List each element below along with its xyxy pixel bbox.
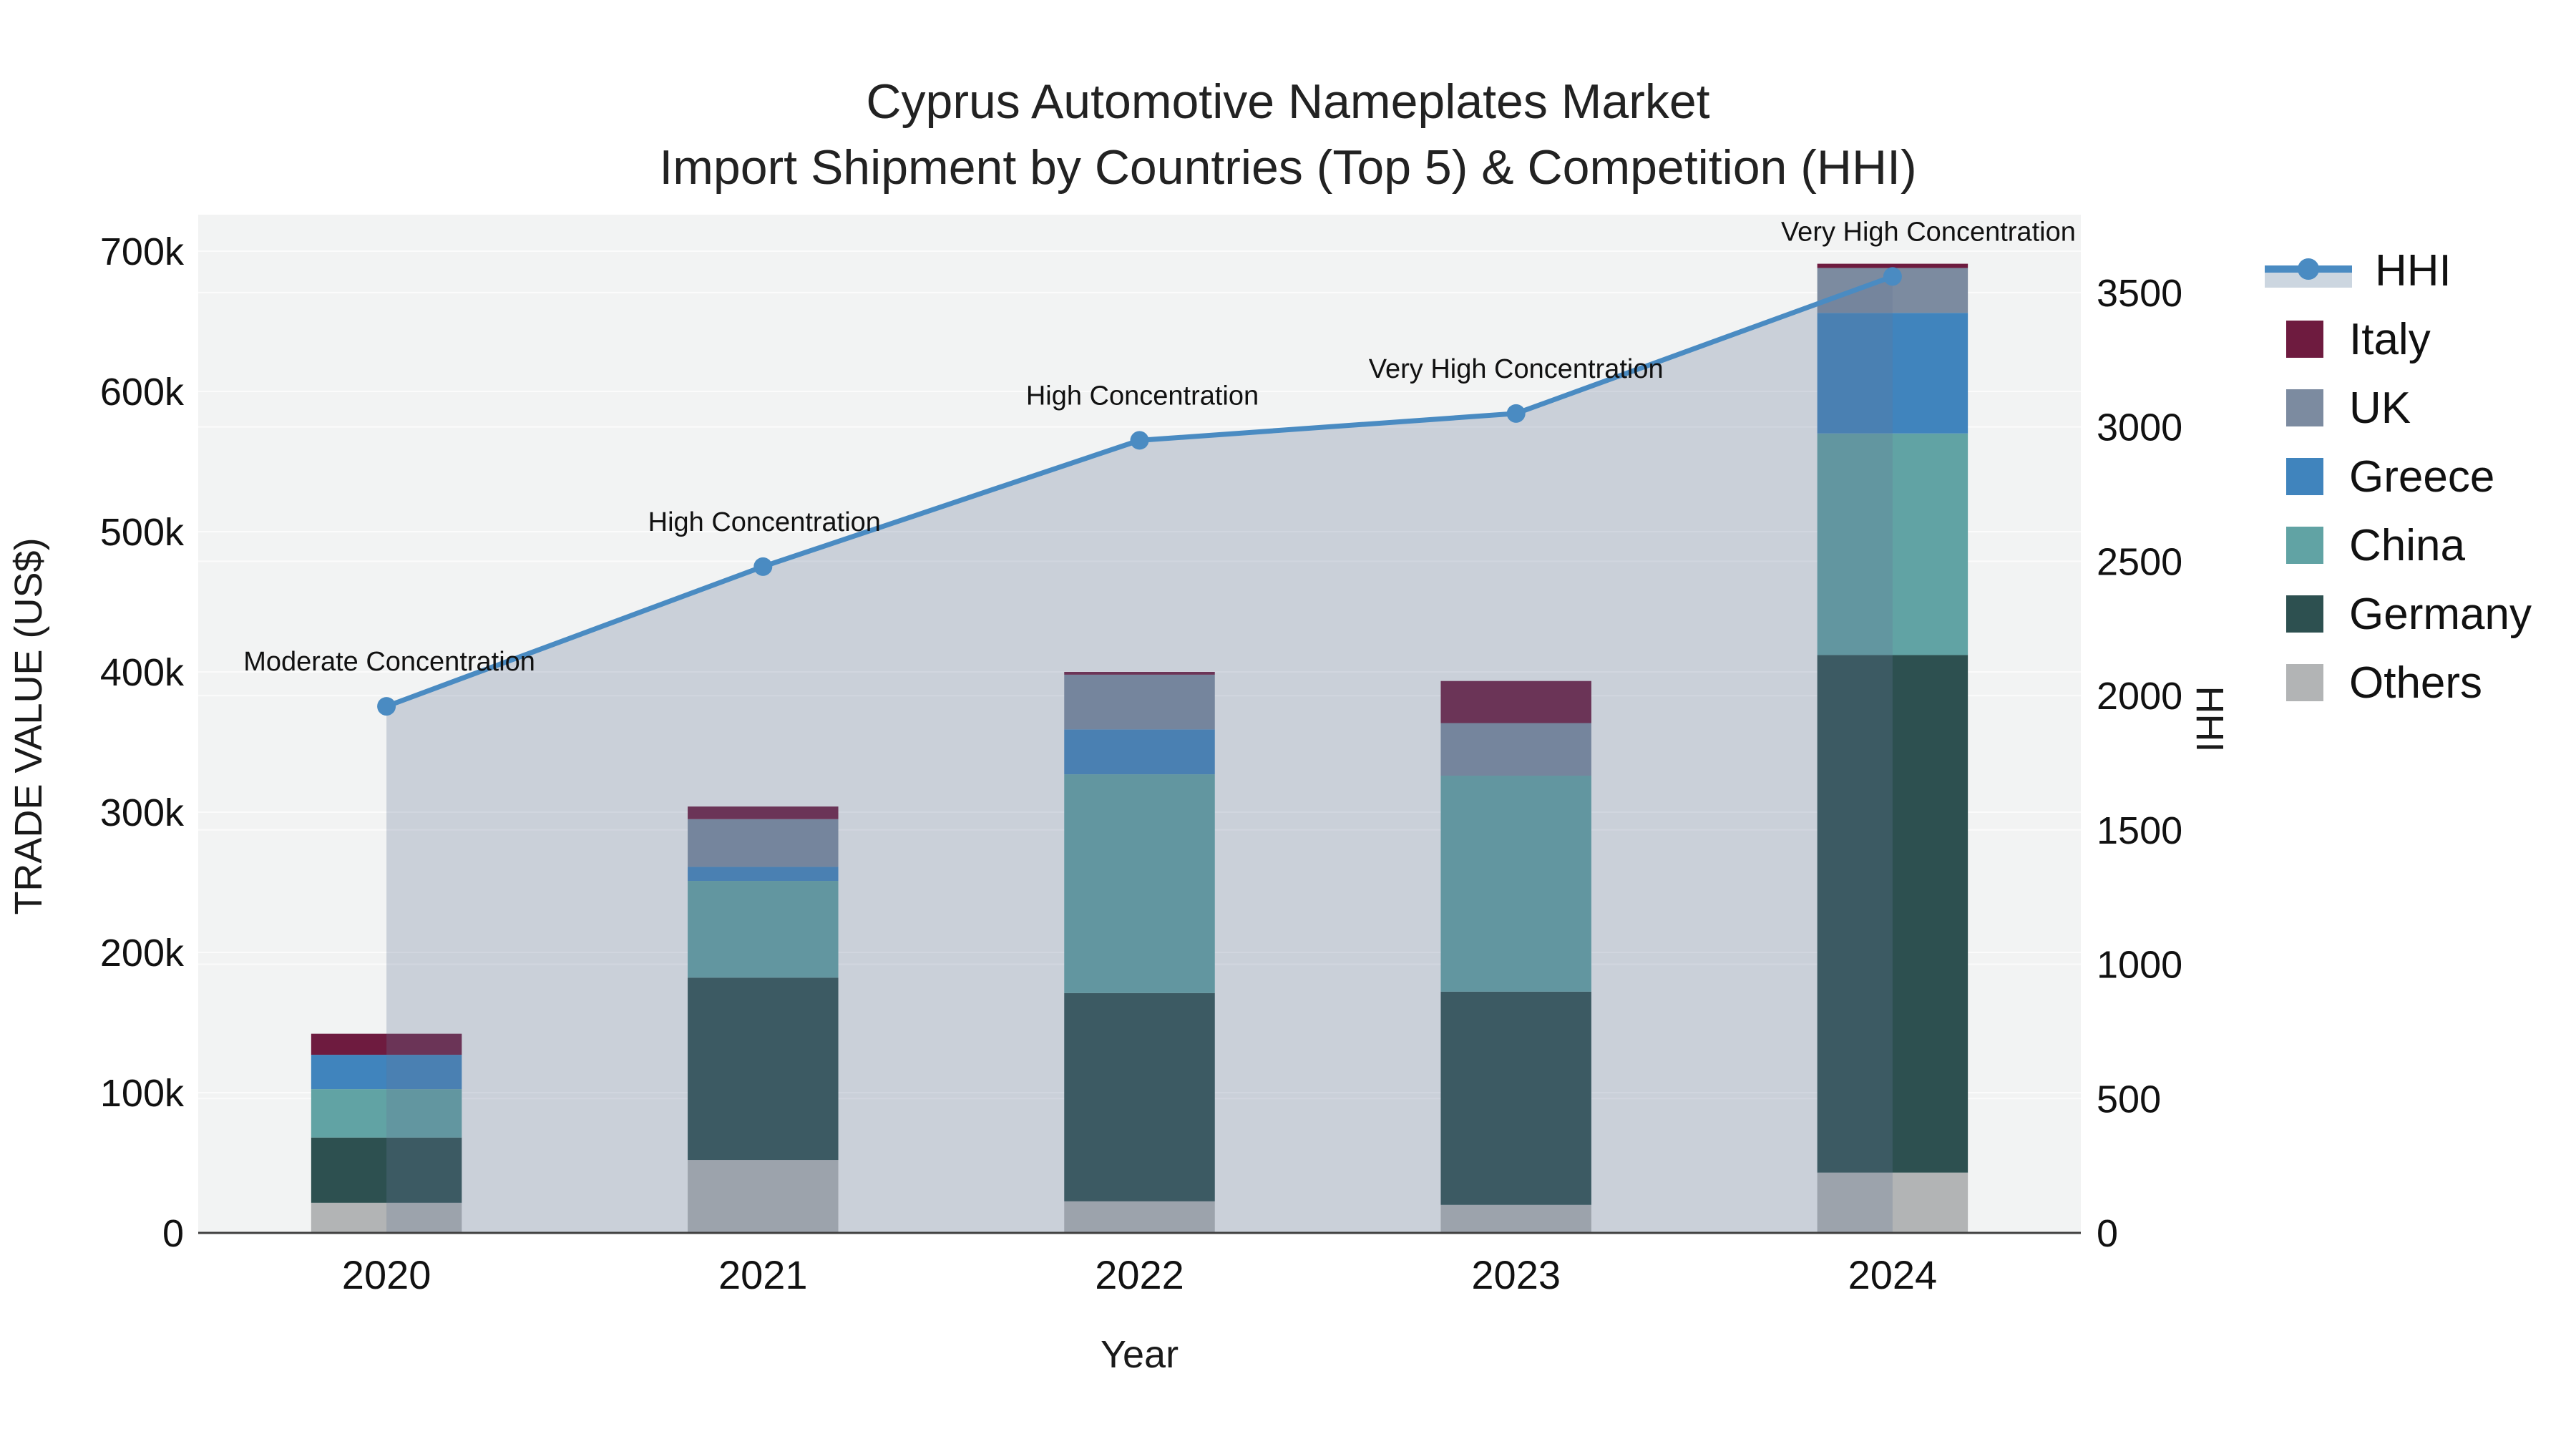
y-left-tick-label: 300k bbox=[100, 791, 185, 834]
bar-segment-italy-2020[interactable] bbox=[311, 1033, 462, 1055]
bar-segment-uk-2022[interactable] bbox=[1064, 674, 1215, 730]
bar-segment-germany-2020[interactable] bbox=[311, 1137, 462, 1203]
legend-label-germany: Germany bbox=[2349, 589, 2532, 639]
y-left-tick-label: 700k bbox=[100, 230, 185, 273]
y-left-tick-label: 200k bbox=[100, 932, 185, 975]
bar-segment-china-2023[interactable] bbox=[1440, 776, 1591, 992]
x-tick-label-2024: 2024 bbox=[1848, 1252, 1938, 1297]
bar-segment-others-2022[interactable] bbox=[1064, 1201, 1215, 1233]
legend-item-others[interactable]: Others bbox=[2265, 648, 2532, 717]
y-left-tick-label: 600k bbox=[100, 371, 185, 414]
bar-segment-italy-2023[interactable] bbox=[1440, 680, 1591, 723]
hhi-annotation-2022: High Concentration bbox=[1026, 381, 1259, 411]
legend-swatch-china bbox=[2286, 527, 2323, 564]
legend: HHI Italy UK Greece China Germany Others bbox=[2265, 236, 2532, 717]
y-left-tick-label: 400k bbox=[100, 651, 185, 694]
bar-segment-germany-2023[interactable] bbox=[1440, 991, 1591, 1205]
hhi-annotation-2024: Very High Concentration bbox=[1781, 217, 2076, 247]
legend-item-italy[interactable]: Italy bbox=[2265, 305, 2532, 374]
bar-segment-others-2023[interactable] bbox=[1440, 1204, 1591, 1233]
bar-segment-uk-2021[interactable] bbox=[688, 819, 839, 867]
legend-label-italy: Italy bbox=[2349, 314, 2431, 364]
x-tick-label-2020: 2020 bbox=[342, 1252, 431, 1297]
legend-hhi-line-swatch bbox=[2265, 250, 2352, 291]
hhi-marker-2022[interactable] bbox=[1130, 431, 1149, 450]
bar-segment-italy-2022[interactable] bbox=[1064, 671, 1215, 675]
y-right-tick-label: 1000 bbox=[2097, 944, 2182, 987]
bar-segment-greece-2020[interactable] bbox=[311, 1055, 462, 1090]
legend-label-uk: UK bbox=[2349, 383, 2411, 433]
bar-segment-greece-2021[interactable] bbox=[688, 867, 839, 882]
bar-segment-greece-2024[interactable] bbox=[1817, 313, 1968, 434]
bar-segment-china-2021[interactable] bbox=[688, 881, 839, 978]
legend-label-china: China bbox=[2349, 520, 2465, 570]
hhi-fill-area bbox=[386, 276, 1893, 1233]
legend-swatch-greece bbox=[2286, 458, 2323, 495]
y-left-tick-label: 500k bbox=[100, 511, 185, 554]
y-right-tick-label: 3500 bbox=[2097, 272, 2182, 315]
bar-segment-china-2020[interactable] bbox=[311, 1089, 462, 1138]
y-right-tick-label: 500 bbox=[2097, 1078, 2161, 1121]
bar-segment-italy-2021[interactable] bbox=[688, 806, 839, 819]
hhi-annotation-2021: High Concentration bbox=[648, 507, 881, 537]
hhi-marker-2020[interactable] bbox=[377, 697, 396, 716]
y-right-tick-label: 2500 bbox=[2097, 540, 2182, 583]
bar-segment-china-2024[interactable] bbox=[1817, 433, 1968, 655]
legend-swatch-uk bbox=[2286, 389, 2323, 426]
legend-item-greece[interactable]: Greece bbox=[2265, 442, 2532, 511]
y-left-tick-label: 0 bbox=[162, 1212, 184, 1255]
x-tick-label-2022: 2022 bbox=[1095, 1252, 1184, 1297]
y-right-tick-label: 0 bbox=[2097, 1212, 2118, 1255]
x-tick-label-2023: 2023 bbox=[1471, 1252, 1561, 1297]
bar-segment-uk-2023[interactable] bbox=[1440, 723, 1591, 776]
bar-segment-others-2020[interactable] bbox=[311, 1202, 462, 1233]
bar-segment-others-2021[interactable] bbox=[688, 1160, 839, 1233]
bar-segment-others-2024[interactable] bbox=[1817, 1172, 1968, 1233]
y-left-tick-label: 100k bbox=[100, 1072, 185, 1115]
x-tick-label-2021: 2021 bbox=[718, 1252, 808, 1297]
legend-label-hhi: HHI bbox=[2375, 245, 2451, 296]
chart-title: Cyprus Automotive Nameplates Market Impo… bbox=[0, 69, 2576, 200]
bar-segment-greece-2022[interactable] bbox=[1064, 729, 1215, 775]
bar-segment-germany-2021[interactable] bbox=[688, 977, 839, 1161]
legend-swatch-italy bbox=[2286, 321, 2323, 358]
hhi-marker-2021[interactable] bbox=[753, 557, 773, 576]
legend-swatch-germany bbox=[2286, 595, 2323, 633]
hhi-annotation-2023: Very High Concentration bbox=[1369, 354, 1664, 384]
chart-title-line2: Import Shipment by Countries (Top 5) & C… bbox=[659, 140, 1917, 195]
bar-segment-italy-2024[interactable] bbox=[1817, 263, 1968, 268]
legend-item-china[interactable]: China bbox=[2265, 511, 2532, 580]
bar-segment-germany-2024[interactable] bbox=[1817, 655, 1968, 1173]
legend-label-others: Others bbox=[2349, 658, 2483, 708]
y-right-tick-label: 2000 bbox=[2097, 675, 2182, 718]
x-axis-title: Year bbox=[1100, 1333, 1179, 1376]
y-right-tick-label: 1500 bbox=[2097, 809, 2182, 852]
legend-swatch-others bbox=[2286, 664, 2323, 701]
legend-item-germany[interactable]: Germany bbox=[2265, 580, 2532, 648]
bar-segment-germany-2022[interactable] bbox=[1064, 992, 1215, 1201]
hhi-marker-2024[interactable] bbox=[1883, 267, 1902, 286]
bar-segment-china-2022[interactable] bbox=[1064, 774, 1215, 993]
chart-title-line1: Cyprus Automotive Nameplates Market bbox=[866, 74, 1710, 129]
legend-label-greece: Greece bbox=[2349, 452, 2495, 502]
legend-item-hhi[interactable]: HHI bbox=[2265, 236, 2532, 305]
hhi-annotation-2020: Moderate Concentration bbox=[243, 647, 535, 677]
hhi-marker-2023[interactable] bbox=[1506, 404, 1526, 423]
y-right-tick-label: 3000 bbox=[2097, 406, 2182, 449]
legend-item-uk[interactable]: UK bbox=[2265, 374, 2532, 442]
